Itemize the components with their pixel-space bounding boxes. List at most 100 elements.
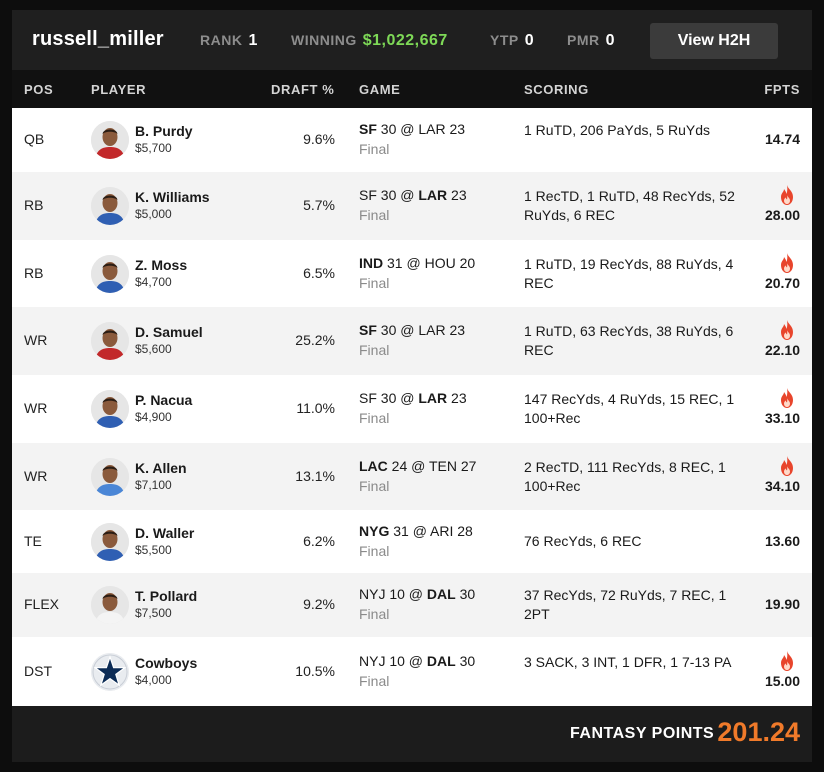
home-score: 30 <box>459 652 476 669</box>
home-team: LAR <box>418 322 446 338</box>
draft-percent: 11.0% <box>296 400 335 416</box>
game-status: Final <box>359 672 390 689</box>
game-score: NYG 31 @ ARI 28 <box>359 522 473 539</box>
player-name[interactable]: Cowboys <box>135 654 198 671</box>
player-avatar[interactable] <box>91 390 129 428</box>
player-avatar[interactable] <box>91 187 129 225</box>
fire-icon <box>778 387 796 409</box>
cowboys-star-logo-icon[interactable] <box>91 652 129 691</box>
game-status: Final <box>359 342 390 358</box>
winning-value: $1,022,667 <box>362 32 448 49</box>
column-game[interactable]: GAME <box>359 82 401 97</box>
draft-percent: 9.2% <box>303 596 335 612</box>
table-row[interactable]: DST Cowboys $4,000 10.5% NYJ 10 @ DAL 30 Fina… <box>12 637 812 706</box>
scoring-breakdown: 1 RuTD, 63 RecYds, 38 RuYds, 6 REC <box>524 323 734 358</box>
scoring-breakdown: 1 RecTD, 1 RuTD, 48 RecYds, 52 RuYds, 6 … <box>524 188 735 223</box>
player-position: WR <box>24 467 48 484</box>
table-row[interactable]: RB Z. Moss $4,700 6.5% IND 31 @ HOU 20 Final 1… <box>12 240 812 307</box>
player-avatar[interactable] <box>91 254 129 293</box>
player-salary: $5,700 <box>135 141 172 155</box>
player-name[interactable]: D. Waller <box>135 524 195 541</box>
away-score: 24 <box>391 457 408 474</box>
home-team: LAR <box>418 187 448 203</box>
draft-percent: 6.5% <box>303 264 335 281</box>
game-score: SF 30 @ LAR 23 <box>359 390 467 406</box>
away-team: SF <box>359 390 377 406</box>
column-scoring[interactable]: SCORING <box>524 82 589 97</box>
scoring-breakdown: 1 RuTD, 206 PaYds, 5 RuYds <box>524 122 710 138</box>
home-score: 27 <box>460 457 477 474</box>
game-score: NYJ 10 @ DAL 30 <box>359 586 476 602</box>
player-avatar[interactable] <box>91 121 129 159</box>
fire-icon <box>778 319 796 341</box>
player-name[interactable]: K. Allen <box>135 459 187 476</box>
fire-icon <box>778 455 796 477</box>
column-player[interactable]: PLAYER <box>91 82 147 97</box>
pmr-label: PMR <box>567 32 600 48</box>
draft-percent: 5.7% <box>303 197 335 213</box>
fire-icon <box>778 252 796 274</box>
lineup-header: russell_miller RANK 1 WINNING $1,022,667 Y… <box>12 10 812 70</box>
ytp-stat: YTP 0 <box>490 32 534 50</box>
table-row[interactable]: WR P. Nacua $4,900 11.0% SF 30 @ LAR 23 Final… <box>12 375 812 443</box>
column-header-row: POS PLAYER DRAFT % GAME SCORING FPTS <box>12 70 812 108</box>
draft-percent: 25.2% <box>295 332 335 348</box>
home-team: LAR <box>418 390 448 406</box>
table-row[interactable]: RB K. Williams $5,000 5.7% SF 30 @ LAR 23 Fin… <box>12 172 812 240</box>
away-score: 31 <box>387 254 403 271</box>
away-team: NYJ <box>359 586 386 602</box>
username[interactable]: russell_miller <box>32 28 164 50</box>
player-avatar[interactable] <box>91 522 129 561</box>
table-row[interactable]: WR K. Allen $7,100 13.1% LAC 24 @ TEN 27 Fina… <box>12 443 812 510</box>
fantasy-points: 34.10 <box>764 477 800 494</box>
rank-label: RANK <box>200 32 243 48</box>
table-row[interactable]: QB B. Purdy $5,700 9.6% SF 30 @ LAR 23 Final 1… <box>12 108 812 172</box>
pmr-value: 0 <box>605 32 616 49</box>
player-name[interactable]: B. Purdy <box>135 123 193 139</box>
player-salary: $4,700 <box>135 274 172 289</box>
fantasy-points: 14.74 <box>764 131 800 147</box>
table-row[interactable]: TE D. Waller $5,500 6.2% NYG 31 @ ARI 28 Fina… <box>12 510 812 573</box>
column-fpts[interactable]: FPTS <box>764 82 800 97</box>
game-status: Final <box>359 141 390 157</box>
player-name[interactable]: D. Samuel <box>135 324 203 340</box>
game-score: LAC 24 @ TEN 27 <box>359 457 477 474</box>
draft-percent: 9.6% <box>303 131 335 147</box>
game-status: Final <box>359 606 390 622</box>
away-score: 30 <box>380 187 397 203</box>
player-name[interactable]: T. Pollard <box>135 588 198 604</box>
home-team: DAL <box>426 586 456 602</box>
table-row[interactable]: FLEX T. Pollard $7,500 9.2% NYJ 10 @ DAL 30 F… <box>12 573 812 637</box>
player-position: WR <box>24 400 48 416</box>
home-score: 30 <box>459 586 476 602</box>
home-team: DAL <box>426 652 456 669</box>
player-avatar[interactable] <box>91 457 129 496</box>
home-score: 23 <box>451 390 467 406</box>
player-avatar[interactable] <box>91 586 129 624</box>
away-score: 31 <box>393 522 409 539</box>
away-score: 10 <box>389 652 405 669</box>
player-avatar[interactable] <box>91 322 129 360</box>
player-salary: $7,100 <box>135 477 172 492</box>
fantasy-points: 13.60 <box>764 532 800 549</box>
fantasy-points: 15.00 <box>764 672 800 689</box>
view-h2h-button[interactable]: View H2H <box>650 23 778 59</box>
scoring-breakdown: 1 RuTD, 19 RecYds, 88 RuYds, 4 REC <box>524 255 734 291</box>
player-salary: $4,900 <box>135 410 172 424</box>
player-name[interactable]: K. Williams <box>135 189 210 205</box>
player-name[interactable]: Z. Moss <box>135 256 188 273</box>
footer-total: FANTASY POINTS 201.24 <box>12 706 812 762</box>
column-draft[interactable]: DRAFT % <box>271 82 335 97</box>
scoring-breakdown: 37 RecYds, 72 RuYds, 7 REC, 1 2PT <box>524 587 727 622</box>
player-name[interactable]: P. Nacua <box>135 392 193 408</box>
away-score: 10 <box>389 586 405 602</box>
home-score: 23 <box>449 322 466 338</box>
table-row[interactable]: WR D. Samuel $5,600 25.2% SF 30 @ LAR 23 Fina… <box>12 307 812 375</box>
home-score: 28 <box>457 522 473 539</box>
player-position: RB <box>24 197 44 213</box>
home-team: HOU <box>424 254 456 271</box>
scoring-breakdown: 147 RecYds, 4 RuYds, 15 REC, 1 100+Rec <box>524 391 735 426</box>
away-team: SF <box>359 322 377 338</box>
player-salary: $4,000 <box>135 672 172 687</box>
column-pos[interactable]: POS <box>24 82 54 97</box>
